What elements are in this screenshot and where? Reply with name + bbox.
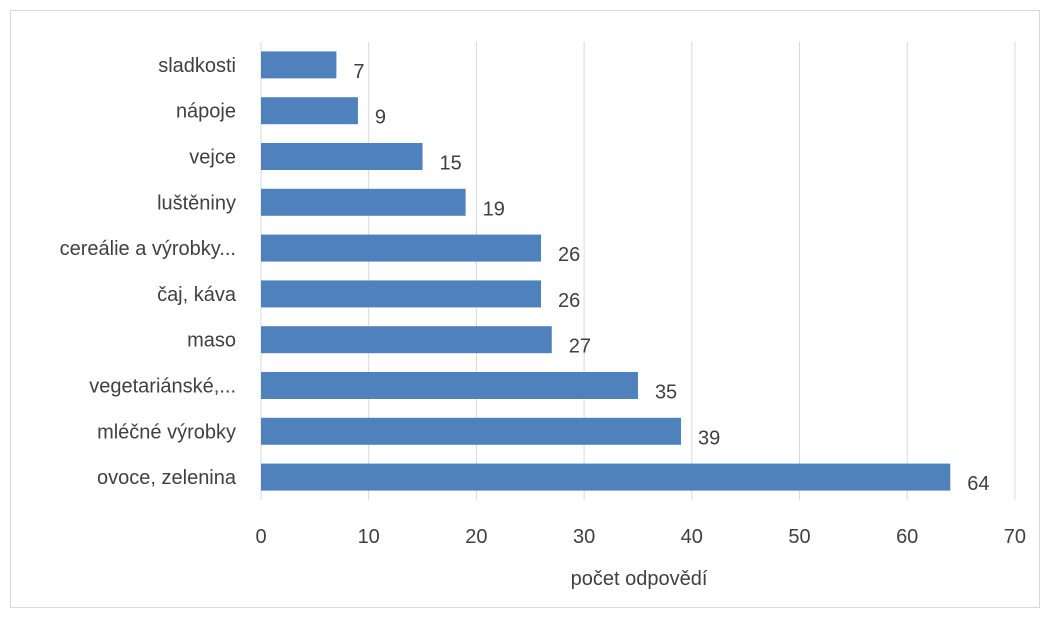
category-label: vejce	[189, 147, 236, 169]
x-tick-label: 0	[255, 526, 266, 548]
data-label: 64	[967, 473, 989, 495]
x-axis-title: počet odpovědí	[571, 568, 708, 590]
x-tick-label: 10	[358, 526, 380, 548]
category-label: čaj, káva	[157, 284, 237, 306]
data-label: 9	[375, 107, 386, 129]
x-tick-labels: 0 10 20 30 40 50 60 70	[255, 526, 1026, 548]
bar	[261, 417, 682, 445]
category-label: maso	[187, 330, 236, 352]
data-label: 39	[698, 427, 720, 449]
bar	[261, 97, 358, 125]
bar	[261, 188, 466, 216]
category-label: cereálie a výrobky...	[60, 238, 236, 260]
chart-frame	[10, 10, 1040, 608]
bars	[261, 51, 951, 491]
x-tick-label: 70	[1004, 526, 1026, 548]
category-label: mléčné výrobky	[97, 421, 236, 443]
category-label: nápoje	[176, 101, 236, 123]
category-label: ovoce, zelenina	[97, 467, 237, 489]
category-label: sladkosti	[158, 55, 236, 77]
data-label: 35	[655, 382, 677, 404]
bar	[261, 143, 423, 170]
category-label: luštěniny	[157, 192, 236, 214]
bar	[261, 463, 951, 491]
data-label: 15	[440, 153, 462, 175]
x-tick-label: 30	[573, 526, 595, 548]
bar	[261, 326, 552, 354]
bar	[261, 280, 542, 308]
bar	[261, 372, 638, 399]
data-label: 7	[353, 61, 364, 83]
data-labels: 64 39 35 27 26 26 19 15 9 7	[353, 61, 989, 495]
bar	[261, 234, 542, 262]
data-label: 27	[569, 336, 591, 358]
x-tick-label: 40	[681, 526, 703, 548]
data-label: 26	[558, 244, 580, 266]
x-tick-label: 50	[788, 526, 810, 548]
x-tick-label: 20	[465, 526, 487, 548]
category-label: vegetariánské,...	[89, 376, 236, 398]
x-tick-label: 60	[896, 526, 918, 548]
bar	[261, 51, 337, 79]
data-label: 19	[483, 198, 505, 220]
category-labels: ovoce, zelenina mléčné výrobky vegetariáns…	[60, 55, 237, 489]
data-label: 26	[558, 290, 580, 312]
